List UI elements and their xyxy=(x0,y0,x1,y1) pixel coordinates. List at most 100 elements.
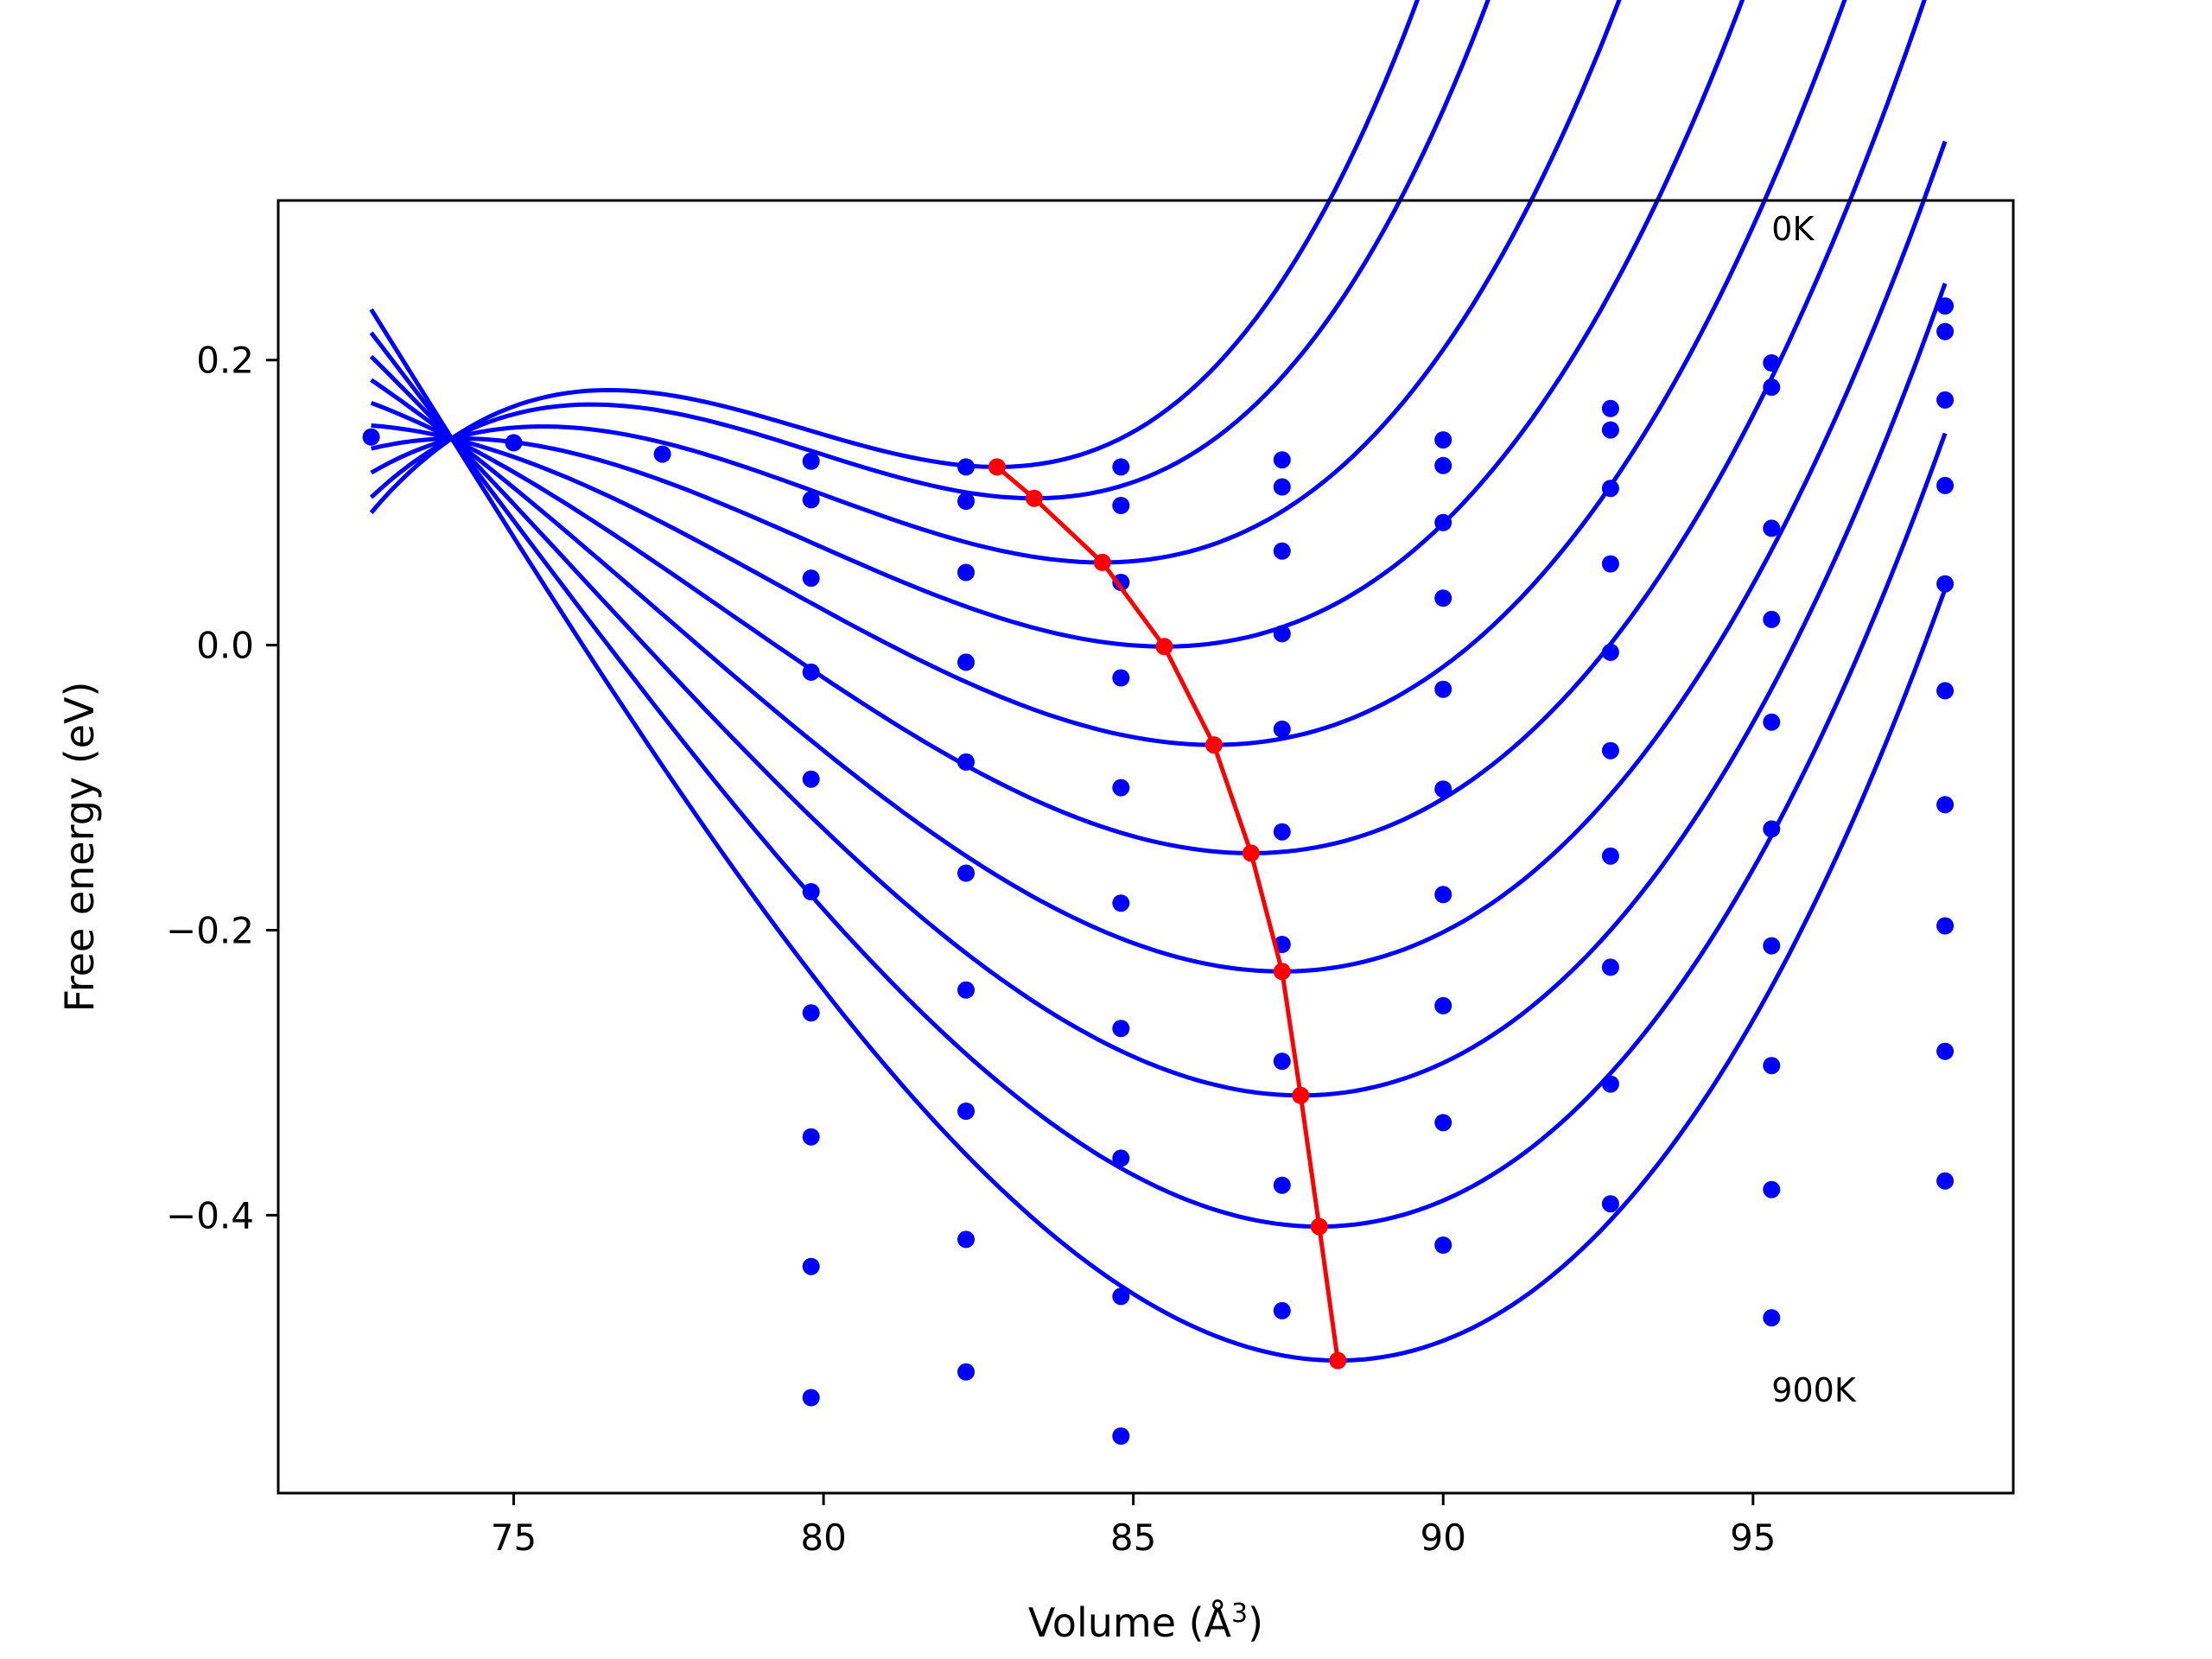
data-point-700K xyxy=(1434,996,1452,1014)
y-tick-label: 0.2 xyxy=(196,340,254,382)
data-point-700K xyxy=(1273,1052,1291,1071)
data-point-500K xyxy=(1601,741,1619,760)
minimum-path-point xyxy=(1329,1351,1347,1370)
x-tick-label: 75 xyxy=(491,1516,537,1559)
fit-curve-800K xyxy=(369,331,1948,1229)
data-point-200K xyxy=(1936,391,1955,409)
data-point-600K xyxy=(1601,847,1619,865)
data-point-500K xyxy=(802,883,820,900)
data-point-100K xyxy=(1763,378,1781,397)
fit-curve-100K xyxy=(369,0,1491,501)
data-point-300K xyxy=(1434,589,1452,607)
data-point-400K xyxy=(1763,713,1781,731)
data-point-900K xyxy=(1434,1236,1452,1254)
data-point-400K xyxy=(1434,680,1452,698)
x-tick-label: 80 xyxy=(800,1516,846,1559)
data-point-400K xyxy=(1273,720,1291,738)
data-point-800K xyxy=(1273,1176,1291,1194)
data-point-100K xyxy=(1601,421,1619,439)
data-point-0K xyxy=(505,434,523,452)
fit-curve-700K xyxy=(369,283,1948,1098)
data-point-800K xyxy=(802,1257,820,1275)
minimum-path-point xyxy=(1273,963,1291,981)
data-point-900K xyxy=(1601,1195,1619,1213)
data-point-0K xyxy=(1936,297,1955,315)
data-point-100K xyxy=(1273,478,1291,496)
minimum-path-point xyxy=(1292,1086,1310,1104)
fit-curve-500K xyxy=(370,0,1927,855)
data-point-800K xyxy=(957,1230,975,1249)
data-point-600K xyxy=(1936,796,1955,814)
fit-curve-300K xyxy=(371,0,1745,649)
data-point-300K xyxy=(1112,669,1130,687)
data-point-900K xyxy=(957,1363,975,1381)
data-point-100K xyxy=(957,493,975,510)
data-point-300K xyxy=(1601,555,1619,573)
data-point-800K xyxy=(1763,1180,1781,1198)
data-point-300K xyxy=(1273,625,1291,643)
data-point-600K xyxy=(1763,937,1781,955)
data-point-700K xyxy=(1601,958,1619,976)
data-point-700K xyxy=(1763,1057,1781,1075)
data-point-300K xyxy=(802,663,820,681)
data-point-200K xyxy=(1112,574,1130,591)
data-point-0K xyxy=(362,428,380,446)
data-point-0K xyxy=(1112,458,1130,476)
data-point-400K xyxy=(802,770,820,788)
data-point-500K xyxy=(1763,820,1781,838)
y-tick-label: 0.0 xyxy=(196,625,254,667)
data-point-800K xyxy=(1112,1287,1130,1306)
data-point-700K xyxy=(1112,1149,1130,1167)
data-point-0K xyxy=(802,452,820,470)
data-point-500K xyxy=(1936,682,1955,700)
data-point-0K xyxy=(1434,431,1452,449)
data-point-900K xyxy=(1936,1172,1955,1190)
minimum-path-point xyxy=(1205,736,1223,754)
data-point-900K xyxy=(802,1389,820,1407)
y-tick-label: −0.4 xyxy=(166,1194,254,1236)
data-point-400K xyxy=(1112,779,1130,797)
data-point-200K xyxy=(1601,480,1619,498)
minimum-path-point xyxy=(1155,638,1173,656)
data-point-300K xyxy=(957,653,975,671)
data-point-0K xyxy=(957,458,975,476)
data-point-900K xyxy=(1112,1427,1130,1445)
fit-curve-200K xyxy=(370,0,1622,565)
data-point-600K xyxy=(957,981,975,999)
data-point-400K xyxy=(957,753,975,771)
data-point-200K xyxy=(1273,542,1291,560)
annotation-0k: 0K xyxy=(1771,210,1815,248)
data-point-800K xyxy=(1936,1042,1955,1060)
data-point-200K xyxy=(1763,519,1781,537)
y-tick-label: −0.2 xyxy=(166,909,254,951)
data-point-100K xyxy=(1112,497,1130,514)
data-point-0K xyxy=(1601,399,1619,417)
data-point-500K xyxy=(1273,823,1291,841)
data-point-300K xyxy=(1763,610,1781,628)
data-point-100K xyxy=(1936,322,1955,340)
data-point-600K xyxy=(802,1004,820,1022)
data-point-500K xyxy=(957,864,975,882)
data-point-200K xyxy=(957,563,975,582)
fit-curve-600K xyxy=(370,140,1948,974)
y-axis-label: Free energy (eV) xyxy=(56,682,103,1013)
data-point-200K xyxy=(802,569,820,588)
axes-ticks: 75 80 85 90 95 0.2 0.0 −0.2 −0.4 xyxy=(166,340,1777,1559)
data-point-400K xyxy=(1936,575,1955,593)
minimum-path-point xyxy=(1025,489,1043,507)
data-point-0K xyxy=(1273,451,1291,469)
data-point-500K xyxy=(1434,780,1452,798)
data-point-800K xyxy=(1601,1075,1619,1093)
data-point-700K xyxy=(1936,917,1955,935)
data-point-700K xyxy=(957,1103,975,1120)
data-point-900K xyxy=(1763,1309,1781,1327)
data-point-900K xyxy=(1273,1301,1291,1319)
x-tick-label: 85 xyxy=(1110,1516,1156,1559)
x-tick-label: 95 xyxy=(1730,1516,1776,1559)
minimum-path-line xyxy=(995,465,1340,1361)
fit-curve-900K xyxy=(369,308,1948,1363)
axes-frame xyxy=(276,199,2015,1495)
plot-area xyxy=(362,0,1955,1445)
minimum-path-point xyxy=(1242,844,1260,862)
